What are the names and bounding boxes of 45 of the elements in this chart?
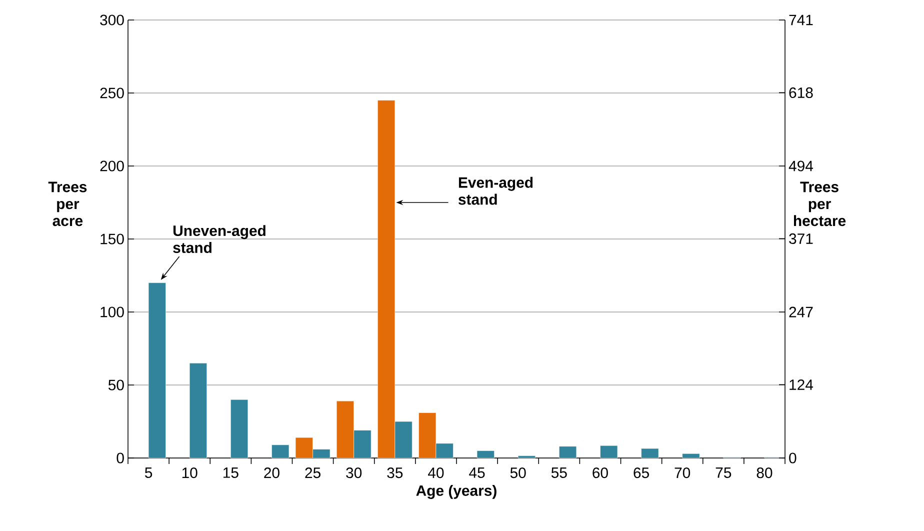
bar: [272, 444, 290, 458]
x-tick-label: 5: [144, 468, 152, 478]
x-tick-label: 75: [716, 468, 732, 478]
bar: [600, 445, 618, 458]
x-tick-label: 50: [510, 468, 526, 478]
bar: [148, 282, 166, 458]
y2-tick-label: 0: [789, 452, 796, 464]
y2-tick-label: 371: [789, 233, 813, 244]
x-tick-label: 60: [592, 468, 608, 478]
bar: [230, 399, 248, 458]
bar: [641, 448, 659, 458]
y2-tick-label: 494: [788, 160, 814, 172]
x-tick-label: 10: [182, 468, 198, 478]
x-tick-label: 70: [674, 468, 690, 478]
y-axis-title: Trees per acre: [48, 182, 87, 226]
x-tick-label: 65: [634, 468, 649, 478]
x-tick-label: 15: [223, 468, 238, 478]
x-tick-label: 35: [387, 468, 403, 478]
bar: [518, 456, 536, 458]
x-tick-label: 30: [346, 468, 362, 478]
x-tick-label: 25: [305, 468, 320, 478]
x-tick-label: 45: [469, 468, 485, 478]
y-tick-label: 300: [100, 14, 124, 26]
y-tick-label: 0: [116, 452, 124, 464]
y-tick-label: 100: [100, 306, 124, 318]
bar: [189, 362, 207, 458]
y-tick-label: 150: [100, 234, 124, 244]
y2-axis-title: Trees per hectare: [794, 182, 846, 226]
x-axis-title: Age (years): [416, 484, 496, 499]
x-tick-label: 55: [551, 468, 567, 478]
x-tick-label: 80: [756, 468, 772, 478]
y2-tick-label: 247: [789, 306, 813, 318]
y2-tick-label: 741: [789, 14, 813, 26]
y2-tick-label: 124: [790, 379, 814, 390]
bar: [476, 450, 494, 458]
y-tick-label: 50: [108, 380, 124, 390]
y2-tick-label: 618: [789, 87, 813, 98]
annotation: Uneven-aged stand: [173, 225, 266, 253]
annotation: Even-aged stand: [458, 176, 533, 205]
bar: [682, 453, 700, 458]
bar: [559, 446, 577, 458]
x-tick-label: 20: [264, 468, 280, 478]
y-tick-label: 250: [100, 88, 124, 98]
y-tick-label: 200: [100, 160, 124, 172]
x-tick-label: 40: [428, 468, 444, 478]
